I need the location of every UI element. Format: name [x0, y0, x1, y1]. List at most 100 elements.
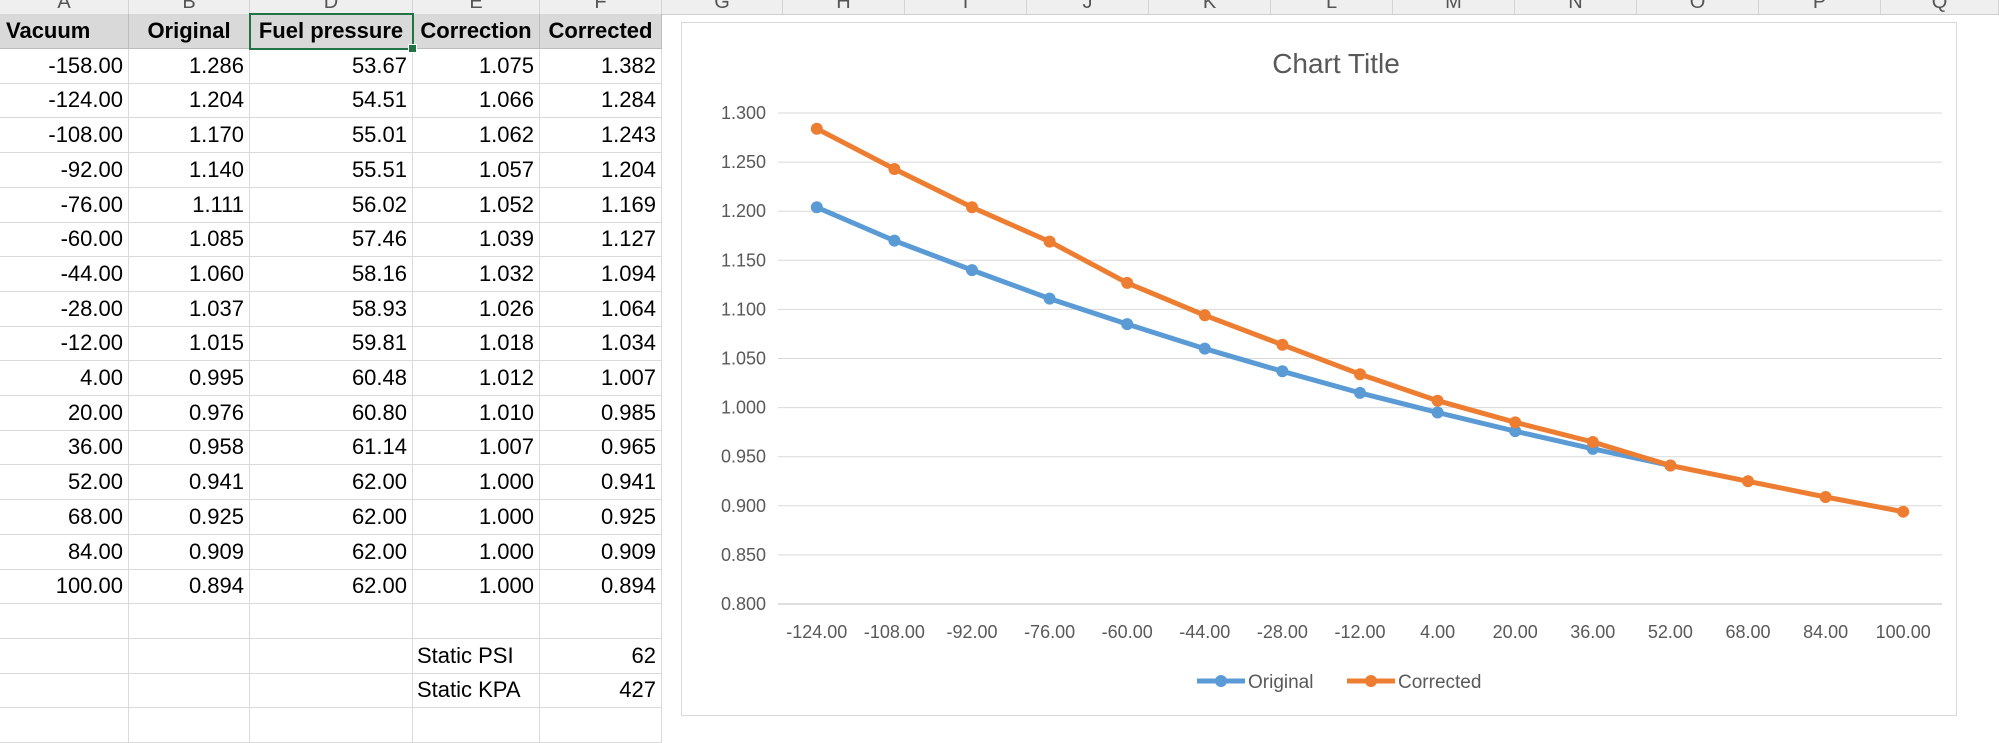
cell-original[interactable]: 1.111	[129, 187, 250, 223]
cell-correction[interactable]: 1.052	[413, 187, 540, 223]
empty-cell[interactable]	[250, 638, 413, 674]
cell-corrected[interactable]: 0.925	[540, 499, 662, 535]
data-point-original[interactable]	[1431, 406, 1444, 419]
line-chart[interactable]: Chart Title 0.800 0.850 0.900 0.950 1.000 1.0…	[681, 22, 1957, 716]
column-header-i[interactable]: I	[905, 0, 1027, 14]
cell-corrected[interactable]: 1.007	[540, 361, 662, 396]
column-header-n[interactable]: N	[1515, 0, 1637, 14]
data-point-original[interactable]	[810, 201, 823, 214]
cell-vacuum[interactable]: 68.00	[0, 499, 129, 535]
cell-corrected[interactable]: 1.382	[540, 48, 662, 84]
data-point-corrected[interactable]	[810, 122, 823, 135]
legend-item-corrected[interactable]: Corrected	[1347, 672, 1481, 693]
empty-cell[interactable]	[129, 603, 250, 639]
chart-legend[interactable]: Original Corrected	[1197, 672, 1481, 693]
column-header-l[interactable]: L	[1271, 0, 1393, 14]
cell-fuel-pressure[interactable]: 55.01	[250, 118, 413, 154]
header-cell-fuel-pressure[interactable]: Fuel pressure	[250, 14, 413, 49]
data-point-corrected[interactable]	[966, 201, 978, 214]
data-point-original[interactable]	[888, 234, 901, 247]
series-line-corrected[interactable]	[814, 126, 1906, 515]
cell-corrected[interactable]: 0.909	[540, 534, 662, 570]
cell-original[interactable]: 0.909	[129, 534, 250, 570]
header-cell-vacuum[interactable]: Vacuum	[0, 14, 129, 49]
cell-vacuum[interactable]: -108.00	[0, 118, 129, 154]
cell-vacuum[interactable]: -158.00	[0, 48, 129, 84]
cell-original[interactable]: 0.995	[129, 361, 250, 396]
cell-original[interactable]: 1.286	[129, 48, 250, 84]
empty-cell[interactable]	[0, 603, 129, 639]
cell-vacuum[interactable]: -28.00	[0, 291, 129, 327]
cell-fuel-pressure[interactable]: 56.02	[250, 187, 413, 223]
column-header-g[interactable]: G	[662, 0, 783, 14]
column-header-k[interactable]: K	[1149, 0, 1271, 14]
header-cell-original[interactable]: Original	[129, 14, 250, 49]
cell-correction[interactable]: 1.075	[413, 48, 540, 84]
header-cell-correction[interactable]: Correction	[413, 14, 540, 49]
data-point-corrected[interactable]	[1431, 394, 1444, 407]
cell-vacuum[interactable]: 36.00	[0, 430, 129, 466]
empty-cell[interactable]	[129, 638, 250, 674]
static-kpa-label[interactable]: Static KPA	[413, 673, 540, 709]
data-point-original[interactable]	[1276, 365, 1289, 378]
empty-cell[interactable]	[0, 638, 129, 674]
cell-corrected[interactable]: 0.965	[540, 430, 662, 466]
column-header-a[interactable]: A	[0, 0, 129, 14]
cell-fuel-pressure[interactable]: 55.51	[250, 152, 413, 188]
data-point-corrected[interactable]	[1043, 235, 1056, 248]
column-header-b[interactable]: B	[129, 0, 250, 14]
cell-correction[interactable]: 1.018	[413, 326, 540, 362]
legend-item-original[interactable]: Original	[1197, 672, 1313, 693]
cell-original[interactable]: 1.037	[129, 291, 250, 327]
cell-corrected[interactable]: 1.064	[540, 291, 662, 327]
cell-correction[interactable]: 1.012	[413, 361, 540, 396]
cell-fuel-pressure[interactable]: 62.00	[250, 499, 413, 535]
cell-fuel-pressure[interactable]: 53.67	[250, 48, 413, 84]
cell-vacuum[interactable]: -12.00	[0, 326, 129, 362]
data-point-original[interactable]	[1198, 342, 1211, 355]
cell-correction[interactable]: 1.007	[413, 430, 540, 466]
cell-correction[interactable]: 1.039	[413, 222, 540, 258]
static-kpa-value[interactable]: 427	[540, 673, 662, 709]
static-psi-value[interactable]: 62	[540, 638, 662, 674]
cell-fuel-pressure[interactable]: 57.46	[250, 222, 413, 258]
cell-original[interactable]: 1.015	[129, 326, 250, 362]
data-point-original[interactable]	[1509, 425, 1522, 438]
cell-fuel-pressure[interactable]: 62.00	[250, 534, 413, 570]
data-point-corrected[interactable]	[1509, 416, 1522, 429]
column-header-d[interactable]: D	[250, 0, 413, 14]
empty-cell[interactable]	[0, 673, 129, 709]
column-header-e[interactable]: E	[413, 0, 540, 14]
cell-correction[interactable]: 1.032	[413, 256, 540, 292]
empty-cell[interactable]	[250, 673, 413, 709]
column-header-j[interactable]: J	[1027, 0, 1149, 14]
empty-cell[interactable]	[129, 673, 250, 709]
cell-original[interactable]: 1.170	[129, 118, 250, 154]
cell-fuel-pressure[interactable]: 59.81	[250, 326, 413, 362]
cell-corrected[interactable]: 1.169	[540, 187, 662, 223]
empty-cell[interactable]	[413, 603, 540, 639]
cell-fuel-pressure[interactable]: 60.48	[250, 361, 413, 396]
cell-fuel-pressure[interactable]: 54.51	[250, 83, 413, 119]
data-point-corrected[interactable]	[1198, 309, 1211, 322]
cell-corrected[interactable]: 1.284	[540, 83, 662, 119]
cell-vacuum[interactable]: 84.00	[0, 534, 129, 570]
empty-cell[interactable]	[0, 708, 129, 743]
data-point-original[interactable]	[1121, 318, 1134, 331]
cell-corrected[interactable]: 1.204	[540, 152, 662, 188]
cell-correction[interactable]: 1.000	[413, 499, 540, 535]
data-point-corrected[interactable]	[1819, 490, 1832, 503]
cell-fuel-pressure[interactable]: 58.16	[250, 256, 413, 292]
cell-original[interactable]: 1.140	[129, 152, 250, 188]
cell-vacuum[interactable]: -92.00	[0, 152, 129, 188]
cell-original[interactable]: 0.894	[129, 569, 250, 605]
cell-corrected[interactable]: 1.094	[540, 256, 662, 292]
cell-fuel-pressure[interactable]: 62.00	[250, 465, 413, 501]
cell-correction[interactable]: 1.026	[413, 291, 540, 327]
cell-vacuum[interactable]: -124.00	[0, 83, 129, 119]
cell-vacuum[interactable]: 20.00	[0, 395, 129, 431]
cell-correction[interactable]: 1.010	[413, 395, 540, 431]
cell-corrected[interactable]: 1.127	[540, 222, 662, 258]
series-line-original[interactable]	[814, 204, 1673, 468]
empty-cell[interactable]	[540, 603, 662, 639]
